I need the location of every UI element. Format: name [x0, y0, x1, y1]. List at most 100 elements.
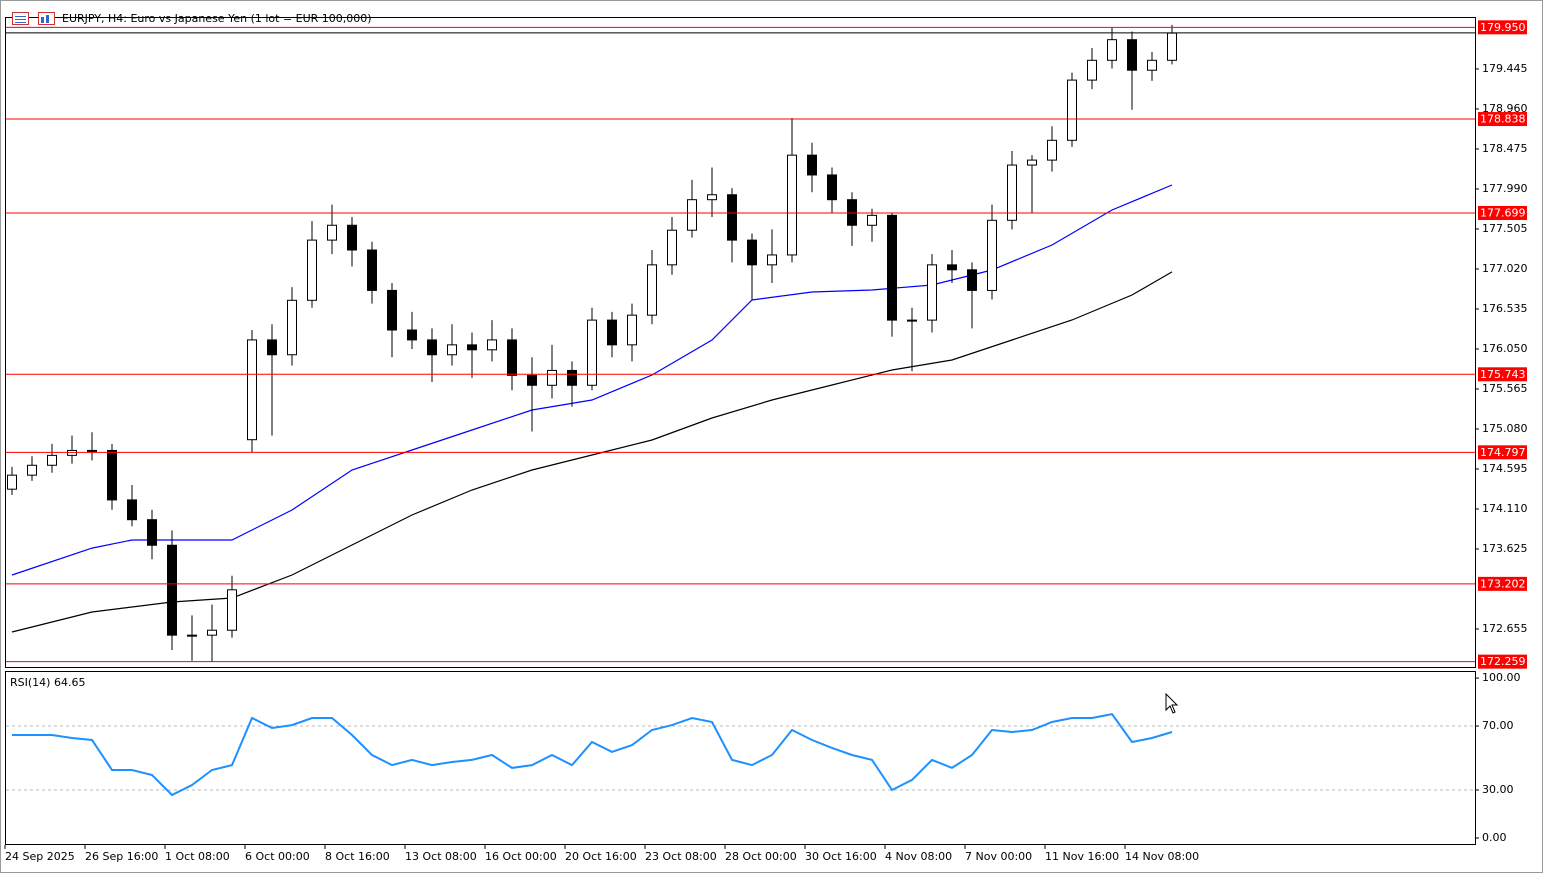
candle-body — [1127, 39, 1137, 71]
y-tick-label: 100.00 — [1482, 671, 1521, 684]
candle-body — [967, 269, 977, 291]
x-tick-label: 16 Oct 00:00 — [485, 850, 557, 863]
candle-body — [527, 374, 537, 386]
x-tick-label: 14 Nov 08:00 — [1125, 850, 1199, 863]
candle-body — [127, 499, 137, 521]
y-tick-label: 177.505 — [1482, 222, 1528, 235]
candle-body — [1007, 164, 1017, 221]
candle-body — [427, 339, 437, 356]
y-tick-label: 178.475 — [1482, 142, 1528, 155]
candle-body — [787, 154, 797, 256]
level-tag — [1478, 112, 1527, 127]
x-tick-label: 4 Nov 08:00 — [885, 850, 952, 863]
level-label: 172.259 — [1480, 655, 1526, 668]
header-icons — [12, 12, 55, 25]
x-tick-label: 13 Oct 08:00 — [405, 850, 477, 863]
candle-body — [487, 339, 497, 351]
y-tick-label: 174.595 — [1482, 462, 1528, 475]
candle-body — [47, 454, 57, 466]
candle-body — [687, 199, 697, 231]
rsi-title: RSI(14) 64.65 — [10, 676, 85, 689]
level-tag — [1478, 20, 1527, 35]
y-tick-label: 177.020 — [1482, 262, 1528, 275]
level-label: 178.838 — [1480, 113, 1526, 126]
chart-header: EURJPY, H4: Euro vs Japanese Yen (1 lot … — [62, 12, 372, 25]
mouse-cursor — [1165, 692, 1179, 714]
candle-body — [747, 239, 757, 266]
candle-body — [1147, 59, 1157, 71]
x-tick-label: 26 Sep 16:00 — [85, 850, 158, 863]
candle-body — [187, 634, 197, 637]
candle-body — [907, 319, 917, 322]
y-tick-label: 178.960 — [1482, 102, 1528, 115]
candle-body — [587, 319, 597, 386]
candle-body — [947, 264, 957, 271]
candle-body — [247, 339, 257, 441]
candle-body — [807, 154, 817, 176]
candle-body — [1107, 39, 1117, 61]
x-tick-label: 28 Oct 00:00 — [725, 850, 797, 863]
level-tag — [1478, 445, 1527, 460]
candle-body — [927, 264, 937, 321]
candle-body — [287, 299, 297, 356]
candle-body — [867, 214, 877, 226]
candle-body — [767, 254, 777, 266]
candle-body — [147, 519, 157, 546]
candle-body — [447, 344, 457, 356]
candle-body — [887, 214, 897, 321]
candle-body — [707, 194, 717, 201]
candle-body — [267, 339, 277, 356]
candle-body — [467, 344, 477, 351]
candle-body — [227, 589, 237, 631]
x-tick-label: 6 Oct 00:00 — [245, 850, 310, 863]
x-tick-label: 20 Oct 16:00 — [565, 850, 637, 863]
candle-body — [1047, 139, 1057, 161]
x-tick-label: 23 Oct 08:00 — [645, 850, 717, 863]
moving-average — [11, 271, 1173, 633]
level-tag — [1478, 654, 1527, 669]
candle-body — [407, 329, 417, 341]
y-tick-label: 173.625 — [1482, 542, 1528, 555]
candle-body — [607, 319, 617, 346]
y-tick-label: 177.990 — [1482, 182, 1528, 195]
y-tick-label: 174.110 — [1482, 502, 1528, 515]
level-label: 174.797 — [1480, 446, 1526, 459]
y-tick-label: 70.00 — [1482, 719, 1514, 732]
candle-body — [667, 229, 677, 266]
rsi-line — [12, 712, 1173, 797]
level-label: 179.950 — [1480, 21, 1526, 34]
candle-body — [627, 314, 637, 346]
y-tick-label: 175.080 — [1482, 422, 1528, 435]
candle-body — [27, 464, 37, 476]
candle-body — [1087, 59, 1097, 81]
candle-body — [387, 289, 397, 331]
x-tick-label: 8 Oct 16:00 — [325, 850, 390, 863]
candle-body — [547, 369, 557, 386]
y-tick-label: 179.445 — [1482, 62, 1528, 75]
x-tick-label: 1 Oct 08:00 — [165, 850, 230, 863]
candle-body — [507, 339, 517, 376]
x-tick-label: 30 Oct 16:00 — [805, 850, 877, 863]
candle-body — [347, 224, 357, 251]
y-tick-label: 30.00 — [1482, 783, 1514, 796]
y-tick-label: 0.00 — [1482, 831, 1507, 844]
y-tick-label: 176.050 — [1482, 342, 1528, 355]
level-label: 173.202 — [1480, 577, 1526, 590]
level-tag — [1478, 576, 1527, 591]
candle-body — [1067, 79, 1077, 141]
candle-body — [567, 369, 577, 386]
candle-body — [107, 449, 117, 501]
candle-body — [87, 449, 97, 452]
candle-body — [67, 449, 77, 456]
level-tag — [1478, 367, 1527, 382]
candle-body — [7, 474, 17, 490]
candle-body — [327, 224, 337, 241]
candle-body — [167, 544, 177, 636]
candle-body — [1027, 159, 1037, 166]
candle-body — [367, 249, 377, 291]
candle-body — [207, 629, 217, 636]
candle-body — [987, 219, 997, 291]
candle-body — [307, 239, 317, 301]
y-tick-label: 172.655 — [1482, 622, 1528, 635]
